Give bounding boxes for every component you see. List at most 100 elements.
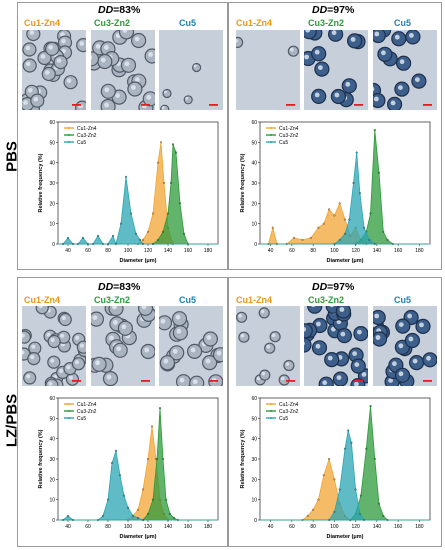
y-tick-label: 30 bbox=[251, 181, 257, 187]
x-tick-label: 40 bbox=[268, 248, 274, 254]
sphere-highlight bbox=[104, 45, 109, 50]
sphere-highlight bbox=[141, 306, 147, 310]
x-tick-label: 80 bbox=[105, 248, 111, 254]
data-point bbox=[168, 512, 172, 515]
legend-marker bbox=[68, 403, 70, 405]
chart-pbs-dd83: 0 10 20 30 40 50 60 40 60 80 100 120 140 160 180 Diamet… bbox=[34, 114, 224, 266]
data-point bbox=[151, 242, 155, 246]
sphere-highlight bbox=[374, 96, 379, 102]
x-tick-label: 180 bbox=[415, 248, 424, 254]
data-point bbox=[328, 457, 331, 461]
data-point bbox=[171, 143, 175, 146]
y-tick-label: 10 bbox=[49, 498, 55, 504]
sphere-highlight bbox=[104, 87, 110, 93]
legend-label: Cu3-Zn2 bbox=[279, 133, 299, 139]
legend-label: Cu3-Zn2 bbox=[77, 409, 97, 415]
sphere-highlight bbox=[336, 375, 342, 380]
micrograph-image bbox=[373, 306, 437, 386]
sphere-highlight bbox=[116, 346, 122, 352]
sphere-highlight bbox=[373, 86, 375, 92]
y-tick-label: 50 bbox=[251, 416, 257, 422]
red-scale-bar bbox=[354, 380, 363, 382]
legend-label: Cu1-Zn4 bbox=[77, 402, 97, 408]
sphere-highlight bbox=[339, 307, 345, 312]
sphere-highlight bbox=[48, 45, 53, 50]
x-tick-label: 120 bbox=[351, 248, 360, 254]
sphere-particle bbox=[304, 323, 313, 339]
sphere-highlight bbox=[22, 350, 25, 355]
sphere-highlight bbox=[22, 333, 25, 338]
sphere-particle bbox=[236, 36, 244, 48]
data-point bbox=[136, 508, 140, 511]
x-axis-label: Diameter (μm) bbox=[120, 258, 157, 264]
y-tick-label: 40 bbox=[49, 161, 55, 167]
sphere-highlight bbox=[79, 41, 84, 46]
data-point bbox=[118, 474, 122, 477]
sphere-highlight bbox=[106, 374, 112, 380]
data-point bbox=[358, 512, 361, 515]
sphere-highlight bbox=[26, 374, 31, 379]
data-point bbox=[156, 238, 160, 241]
data-point bbox=[369, 405, 372, 408]
data-point bbox=[71, 518, 75, 522]
x-tick-label: 180 bbox=[415, 524, 424, 530]
data-point bbox=[317, 498, 320, 501]
sphere-particle bbox=[118, 30, 135, 40]
red-scale-bar bbox=[72, 104, 81, 106]
sphere-particle bbox=[283, 359, 295, 372]
sphere-highlight bbox=[38, 306, 43, 309]
y-tick-label: 30 bbox=[251, 457, 257, 463]
sphere-highlight bbox=[266, 344, 270, 349]
sphere-highlight bbox=[30, 355, 35, 360]
sphere-highlight bbox=[398, 343, 404, 349]
sphere-highlight bbox=[280, 376, 285, 381]
series-area-cu5 bbox=[58, 176, 218, 246]
y-tick-label: 40 bbox=[251, 437, 257, 443]
sphere-highlight bbox=[354, 362, 360, 367]
sphere-highlight bbox=[112, 306, 117, 310]
sphere-highlight bbox=[134, 36, 140, 42]
data-point bbox=[373, 242, 376, 246]
sphere-highlight bbox=[238, 314, 242, 318]
micrograph-image bbox=[236, 306, 300, 386]
red-scale-bar bbox=[209, 380, 218, 382]
y-tick-label: 10 bbox=[49, 222, 55, 228]
sphere-highlight bbox=[92, 315, 98, 320]
sphere-highlight bbox=[305, 30, 311, 33]
y-tick-label: 20 bbox=[251, 477, 257, 483]
sphere-highlight bbox=[260, 309, 265, 314]
legend-marker bbox=[68, 417, 70, 419]
sphere-highlight bbox=[68, 375, 73, 380]
sphere-highlight bbox=[131, 85, 136, 90]
y-tick-label: 50 bbox=[49, 140, 55, 146]
sphere-particle bbox=[269, 331, 281, 343]
data-point bbox=[352, 181, 355, 185]
sphere-highlight bbox=[33, 96, 39, 102]
data-point bbox=[292, 236, 296, 239]
sphere-highlight bbox=[304, 341, 305, 346]
sample-label-cu1zn4: Cu1-Zn4 bbox=[24, 295, 60, 305]
sphere-highlight bbox=[124, 61, 130, 67]
chart-lzpbs-dd97: 0 10 20 30 40 50 60 40 60 80 100 120 140 160 180 Diamet… bbox=[236, 390, 436, 542]
data-point bbox=[306, 514, 309, 517]
sphere-highlight bbox=[314, 49, 320, 55]
x-axis-label: Diameter (μm) bbox=[120, 534, 157, 540]
y-tick-label: 60 bbox=[251, 120, 257, 126]
data-point bbox=[151, 212, 155, 215]
sample-label-cu3zn2: Cu3-Zn2 bbox=[94, 295, 130, 305]
sphere-particle bbox=[58, 312, 72, 327]
sphere-particle bbox=[373, 30, 386, 44]
panel-frame-lzpbs-dd83 bbox=[17, 277, 228, 547]
data-point bbox=[328, 208, 331, 211]
red-scale-bar bbox=[423, 104, 432, 106]
sphere-highlight bbox=[23, 100, 28, 105]
red-scale-bar bbox=[209, 104, 218, 106]
data-point bbox=[386, 238, 389, 241]
sphere-highlight bbox=[59, 368, 64, 373]
legend-label: Cu1-Zn4 bbox=[279, 126, 299, 132]
red-scale-bar bbox=[286, 380, 295, 382]
sphere-highlight bbox=[146, 94, 152, 100]
sphere-highlight bbox=[66, 365, 71, 370]
sphere-highlight bbox=[381, 50, 386, 56]
sphere-highlight bbox=[176, 328, 182, 334]
